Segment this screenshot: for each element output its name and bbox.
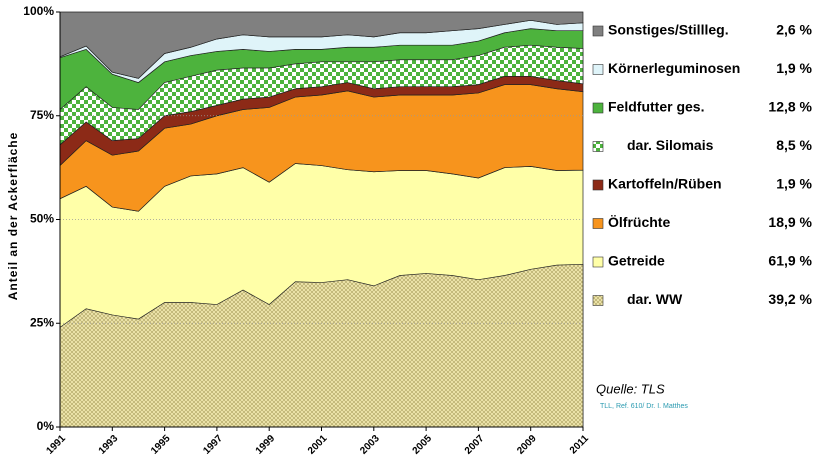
legend-swatch — [592, 25, 604, 37]
legend-label: dar. Silomais — [627, 137, 714, 153]
y-tick-label: 50% — [30, 212, 54, 226]
area — [59, 44, 584, 146]
legend-share: 39,2 % — [768, 291, 812, 307]
x-tick-label: 2003 — [358, 433, 382, 457]
legend-swatch — [592, 179, 604, 191]
x-tick-label: 2009 — [515, 433, 539, 457]
y-tick-label: 25% — [30, 315, 54, 329]
legend-swatch — [592, 141, 604, 152]
x-tick-label: 1993 — [97, 433, 121, 457]
legend-label: Ölfrüchte — [608, 214, 670, 230]
x-tick-label: 1999 — [254, 433, 278, 457]
legend-label: Getreide — [608, 253, 665, 269]
x-tick-label: 1997 — [201, 433, 225, 457]
legend-swatch — [592, 218, 604, 229]
legend-swatch — [592, 64, 604, 75]
legend-label: dar. WW — [627, 291, 683, 307]
x-tick-label: 2007 — [463, 433, 487, 457]
x-tick-label: 2011 — [568, 433, 591, 456]
y-axis-label: Anteil an der Ackerfläche — [6, 132, 20, 301]
legend-share: 18,9 % — [768, 214, 812, 230]
legend-label: Sonstiges/Stillleg. — [608, 22, 729, 38]
credit: TLL, Ref. 610/ Dr. I. Matthes — [600, 403, 688, 410]
legend-share: 12,8 % — [768, 99, 812, 115]
legend-label: Feldfutter ges. — [608, 99, 704, 115]
legend-share: 2,6 % — [776, 22, 812, 38]
legend-label: Körnerleguminosen — [608, 60, 740, 76]
legend-share: 1,9 % — [776, 176, 812, 192]
x-tick-label: 2001 — [306, 433, 330, 457]
legend-share: 1,9 % — [776, 60, 812, 76]
legend-label: Kartoffeln/Rüben — [608, 176, 722, 192]
source: Quelle: TLS — [596, 381, 665, 396]
legend-swatch — [592, 256, 604, 268]
y-tick-label: 75% — [30, 108, 54, 122]
legend-share: 8,5 % — [776, 137, 812, 153]
area — [59, 11, 584, 79]
legend-share: 61,9 % — [768, 253, 812, 269]
x-tick-label: 1995 — [149, 433, 173, 457]
legend-swatch — [592, 295, 604, 306]
y-tick-label: 0% — [37, 419, 55, 433]
x-tick-label: 1991 — [44, 433, 68, 457]
y-tick-label: 100% — [23, 4, 54, 18]
x-tick-label: 2005 — [411, 433, 435, 457]
legend-swatch — [592, 102, 604, 114]
